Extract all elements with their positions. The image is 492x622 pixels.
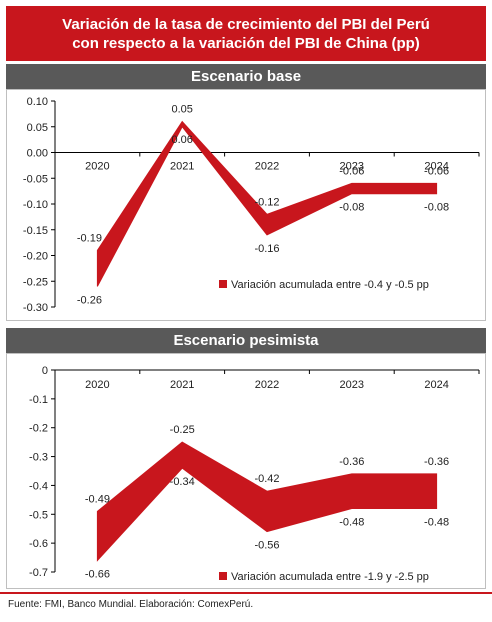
data-label-upper: -0.36 (339, 456, 364, 468)
data-label-lower: -0.66 (85, 568, 110, 580)
title-line-2: con respecto a la variación del PBI de C… (72, 34, 420, 52)
data-label-upper: -0.49 (85, 493, 110, 505)
y-tick-label: -0.5 (29, 509, 48, 521)
variation-band-area (96, 120, 438, 287)
variation-band-area (96, 441, 438, 562)
data-label-upper: -0.06 (424, 165, 449, 177)
data-label-upper: -0.25 (170, 424, 195, 436)
source-note: Fuente: FMI, Banco Mundial. Elaboración:… (8, 599, 254, 610)
x-category-label: 2024 (424, 161, 448, 173)
data-label-upper: -0.19 (77, 232, 102, 244)
legend-label: Variación acumulada entre -0.4 y -0.5 pp (231, 279, 429, 291)
y-tick-label: -0.1 (29, 394, 48, 406)
data-label-lower: -0.48 (424, 517, 449, 529)
y-tick-label: -0.25 (23, 276, 48, 288)
data-label-lower: -0.08 (339, 202, 364, 214)
chart-title-box: Variación de la tasa de crecimiento del … (6, 6, 486, 61)
x-category-label: 2023 (340, 161, 364, 173)
x-category-label: 2021 (170, 161, 194, 173)
y-tick-label: 0.05 (27, 122, 48, 134)
x-category-label: 2024 (424, 379, 448, 391)
data-label-lower: -0.16 (254, 243, 279, 255)
pessimistic-scenario-chart: 0 -0.1 -0.2 -0.3 -0.4 -0.5 -0.6 -0.7 2020 2021 202… (29, 365, 480, 583)
data-label-lower: -0.34 (170, 476, 195, 488)
data-label-upper: 0.06 (171, 134, 192, 146)
x-category-label: 2020 (85, 379, 109, 391)
base-chart-box: 0.10 0.05 0.00 -0.05 -0.10 -0.15 -0.20 -0.25 -0.… (6, 89, 486, 321)
y-tick-label: -0.20 (23, 251, 48, 263)
legend-swatch (219, 280, 227, 288)
legend-label: Variación acumulada entre -1.9 y -2.5 pp (231, 571, 429, 583)
pessimistic-chart-box: 0 -0.1 -0.2 -0.3 -0.4 -0.5 -0.6 -0.7 2020 2021 202… (6, 353, 486, 589)
y-tick-label: -0.05 (23, 173, 48, 185)
data-label-lower: -0.26 (77, 294, 102, 306)
x-category-label: 2021 (170, 379, 194, 391)
y-tick-label: 0.00 (27, 148, 48, 160)
title-line-1: Variación de la tasa de crecimiento del … (62, 15, 430, 33)
data-label-upper: -0.06 (339, 165, 364, 177)
data-label-upper: -0.12 (254, 196, 279, 208)
data-label-upper: -0.42 (254, 473, 279, 485)
y-tick-label: -0.30 (23, 302, 48, 314)
y-tick-label: -0.6 (29, 538, 48, 550)
data-label-lower: -0.08 (424, 202, 449, 214)
data-label-lower: -0.56 (254, 540, 279, 552)
y-tick-label: -0.10 (23, 199, 48, 211)
legend-swatch (219, 572, 227, 580)
y-tick-label: -0.3 (29, 452, 48, 464)
x-category-label: 2022 (255, 379, 279, 391)
x-category-label: 2022 (255, 161, 279, 173)
y-tick-label: -0.7 (29, 567, 48, 579)
data-label-upper: -0.36 (424, 456, 449, 468)
y-tick-label: 0.10 (27, 96, 48, 108)
data-label-lower: -0.48 (339, 517, 364, 529)
bottom-rule (0, 592, 492, 594)
y-tick-label: -0.2 (29, 423, 48, 435)
base-scenario-header: Escenario base (6, 64, 486, 89)
x-category-label: 2020 (85, 161, 109, 173)
pessimistic-scenario-header: Escenario pesimista (6, 328, 486, 353)
y-tick-label: -0.4 (29, 480, 48, 492)
base-scenario-chart: 0.10 0.05 0.00 -0.05 -0.10 -0.15 -0.20 -0.25 -0.… (23, 96, 480, 314)
y-tick-label: -0.15 (23, 225, 48, 237)
y-tick-label: 0 (42, 365, 48, 377)
data-label-lower: 0.05 (171, 104, 192, 116)
x-category-label: 2023 (340, 379, 364, 391)
